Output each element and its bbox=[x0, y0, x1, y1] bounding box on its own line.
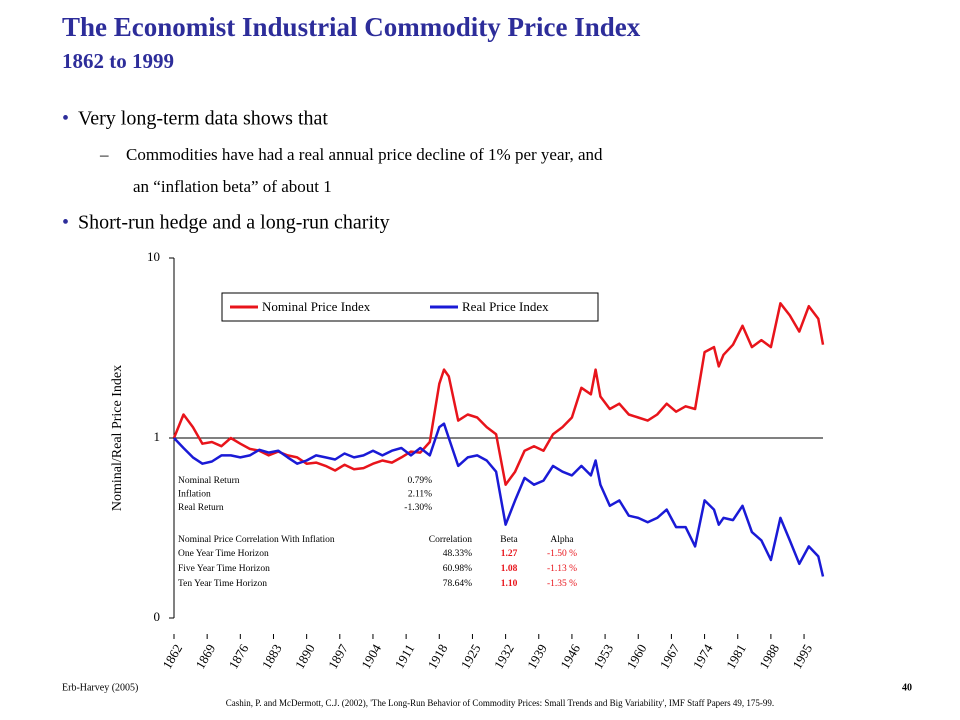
bullet-text: Short-run hedge and a long-run charity bbox=[78, 212, 390, 234]
x-tick-label: 1883 bbox=[259, 641, 285, 671]
slide-title: The Economist Industrial Commodity Price… bbox=[62, 12, 641, 42]
table-cell: 48.33% bbox=[443, 549, 472, 559]
bullet-marker: • bbox=[62, 108, 69, 130]
x-tick-label: 1911 bbox=[392, 641, 418, 671]
x-tick-label: 1939 bbox=[524, 641, 550, 671]
table-cell: -1.50 % bbox=[547, 549, 577, 559]
x-tick-label: 1995 bbox=[789, 641, 815, 671]
legend-box bbox=[221, 292, 599, 322]
x-tick-label: 1974 bbox=[690, 641, 716, 671]
x-tick-label: 1953 bbox=[590, 641, 616, 671]
x-tick-label: 1946 bbox=[557, 641, 583, 671]
x-tick-label: 1932 bbox=[491, 641, 517, 671]
x-tick-label: 1869 bbox=[192, 641, 218, 671]
summary-label: Nominal Return bbox=[178, 476, 240, 486]
summary-value: 2.11% bbox=[408, 490, 432, 500]
x-tick-label: 1960 bbox=[623, 641, 649, 671]
x-tick-label: 1925 bbox=[458, 641, 484, 671]
summary-value: -1.30% bbox=[404, 503, 432, 513]
table-cell: Ten Year Time Horizon bbox=[178, 579, 267, 589]
x-tick-label: 1918 bbox=[424, 641, 450, 671]
series-line bbox=[172, 302, 825, 486]
table-header: Alpha bbox=[550, 535, 574, 545]
x-tick-label: 1981 bbox=[723, 641, 749, 671]
y-tick-label: 0 bbox=[154, 609, 161, 624]
table-cell: 60.98% bbox=[443, 564, 472, 574]
slide-subtitle: 1862 to 1999 bbox=[62, 49, 174, 73]
x-tick-label: 1890 bbox=[292, 641, 318, 671]
citation: Cashin, P. and McDermott, C.J. (2002), '… bbox=[226, 698, 774, 708]
table-cell: 1.08 bbox=[501, 564, 518, 574]
page-number: 40 bbox=[902, 682, 912, 693]
table-header: Correlation bbox=[429, 535, 473, 545]
table-cell: 1.10 bbox=[501, 579, 518, 589]
summary-label: Inflation bbox=[178, 489, 211, 500]
sub-bullet-text: an “inflation beta” of about 1 bbox=[133, 177, 332, 196]
table-cell: 1.27 bbox=[501, 549, 518, 559]
summary-value: 0.79% bbox=[407, 476, 432, 486]
table-cell: -1.35 % bbox=[547, 579, 577, 589]
x-tick-label: 1876 bbox=[226, 641, 252, 671]
y-tick-label: 1 bbox=[154, 429, 161, 444]
sub-bullet-text: Commodities have had a real annual price… bbox=[126, 145, 603, 164]
table-header: Beta bbox=[500, 535, 518, 545]
x-tick-label: 1897 bbox=[325, 641, 351, 671]
sub-bullet-marker: – bbox=[99, 145, 109, 164]
summary-label: Real Return bbox=[178, 503, 224, 513]
table-cell: Five Year Time Horizon bbox=[178, 564, 270, 574]
x-tick-label: 1967 bbox=[657, 641, 683, 671]
y-tick-label: 10 bbox=[147, 249, 160, 264]
legend-label: Nominal Price Index bbox=[262, 299, 371, 314]
legend-label: Real Price Index bbox=[462, 299, 549, 314]
table-cell: 78.64% bbox=[443, 579, 472, 589]
x-tick-label: 1862 bbox=[159, 641, 185, 671]
footer-source: Erb-Harvey (2005) bbox=[62, 682, 138, 693]
table-cell: -1.13 % bbox=[547, 564, 577, 574]
series-line bbox=[173, 422, 825, 577]
table-header: Nominal Price Correlation With Inflation bbox=[178, 534, 335, 545]
x-tick-label: 1988 bbox=[756, 641, 782, 671]
y-axis-title: Nominal/Real Price Index bbox=[110, 365, 125, 511]
bullet-text: Very long-term data shows that bbox=[78, 108, 328, 130]
bullet-marker: • bbox=[62, 212, 69, 234]
chart: 0 1 10 1862 1869 1876 1883 1890 1897 1904 1911 1918… bbox=[147, 249, 825, 672]
table-cell: One Year Time Horizon bbox=[178, 549, 269, 559]
bullet-list: • Very long-term data shows that – Commodit… bbox=[62, 108, 603, 234]
x-tick-label: 1904 bbox=[358, 641, 384, 671]
